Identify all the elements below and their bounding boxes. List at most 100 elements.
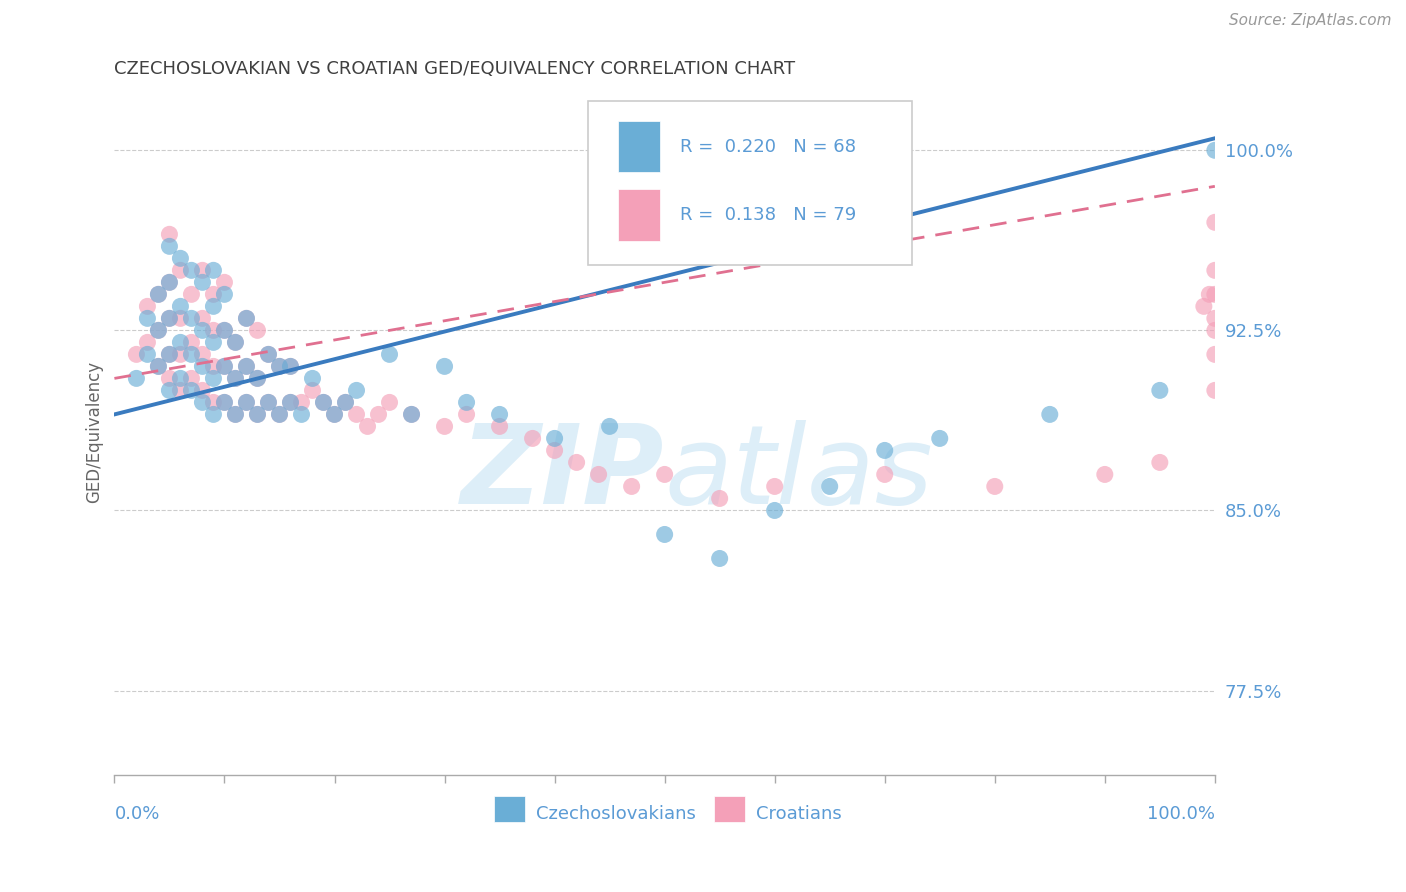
Point bbox=[202, 299, 225, 313]
Point bbox=[378, 347, 401, 361]
Point bbox=[599, 419, 621, 434]
Point bbox=[1149, 455, 1171, 469]
Point bbox=[301, 384, 323, 398]
Point bbox=[214, 359, 236, 374]
Point bbox=[169, 384, 191, 398]
Point bbox=[488, 419, 510, 434]
Point bbox=[224, 335, 246, 350]
Point bbox=[1094, 467, 1116, 482]
Point bbox=[214, 359, 236, 374]
Point bbox=[169, 311, 191, 326]
Point bbox=[280, 395, 302, 409]
Point bbox=[1149, 384, 1171, 398]
Point bbox=[269, 359, 291, 374]
Point bbox=[202, 395, 225, 409]
Point bbox=[1198, 287, 1220, 301]
Point bbox=[818, 479, 841, 493]
Point bbox=[224, 371, 246, 385]
Point bbox=[180, 347, 202, 361]
Point bbox=[257, 347, 280, 361]
Point bbox=[224, 335, 246, 350]
Point bbox=[565, 455, 588, 469]
Point bbox=[488, 408, 510, 422]
Point bbox=[235, 395, 257, 409]
Point bbox=[202, 287, 225, 301]
Point bbox=[148, 287, 170, 301]
Point bbox=[290, 395, 312, 409]
Point bbox=[654, 467, 676, 482]
Point bbox=[191, 323, 214, 337]
Point bbox=[159, 371, 181, 385]
Point bbox=[543, 432, 565, 446]
Point bbox=[1204, 263, 1226, 277]
Point bbox=[148, 359, 170, 374]
Point bbox=[356, 419, 378, 434]
Point bbox=[191, 347, 214, 361]
Point bbox=[202, 359, 225, 374]
Point bbox=[269, 359, 291, 374]
Point bbox=[191, 276, 214, 290]
Text: Czechoslovakians: Czechoslovakians bbox=[536, 805, 696, 823]
Point bbox=[280, 359, 302, 374]
Point bbox=[346, 384, 368, 398]
Point bbox=[125, 371, 148, 385]
Point bbox=[169, 252, 191, 266]
Point bbox=[378, 395, 401, 409]
Point bbox=[588, 467, 610, 482]
Point bbox=[246, 371, 269, 385]
Point bbox=[214, 323, 236, 337]
Y-axis label: GED/Equivalency: GED/Equivalency bbox=[86, 361, 103, 503]
Point bbox=[433, 419, 456, 434]
Point bbox=[257, 395, 280, 409]
Point bbox=[312, 395, 335, 409]
Text: CZECHOSLOVAKIAN VS CROATIAN GED/EQUIVALENCY CORRELATION CHART: CZECHOSLOVAKIAN VS CROATIAN GED/EQUIVALE… bbox=[114, 60, 796, 78]
Point bbox=[928, 432, 950, 446]
Text: Source: ZipAtlas.com: Source: ZipAtlas.com bbox=[1229, 13, 1392, 29]
FancyBboxPatch shape bbox=[714, 796, 745, 822]
Point bbox=[401, 408, 423, 422]
Point bbox=[433, 359, 456, 374]
Point bbox=[169, 371, 191, 385]
Point bbox=[301, 371, 323, 385]
Point bbox=[214, 287, 236, 301]
Point bbox=[323, 408, 346, 422]
Point bbox=[1204, 384, 1226, 398]
Point bbox=[202, 263, 225, 277]
Point bbox=[346, 408, 368, 422]
Point bbox=[169, 263, 191, 277]
Point bbox=[1204, 347, 1226, 361]
Point bbox=[159, 347, 181, 361]
Point bbox=[1204, 287, 1226, 301]
Point bbox=[763, 503, 786, 517]
Point bbox=[280, 395, 302, 409]
Point bbox=[191, 384, 214, 398]
FancyBboxPatch shape bbox=[619, 189, 661, 241]
Point bbox=[224, 408, 246, 422]
Point bbox=[214, 395, 236, 409]
Point bbox=[1192, 299, 1215, 313]
Point bbox=[159, 311, 181, 326]
Point bbox=[159, 384, 181, 398]
Point bbox=[280, 359, 302, 374]
Point bbox=[456, 408, 478, 422]
Point bbox=[543, 443, 565, 458]
Point bbox=[1204, 323, 1226, 337]
Point bbox=[312, 395, 335, 409]
Point bbox=[335, 395, 357, 409]
Point bbox=[1204, 143, 1226, 157]
Point bbox=[620, 479, 643, 493]
Text: ZIP: ZIP bbox=[461, 420, 665, 527]
Text: R =  0.138   N = 79: R = 0.138 N = 79 bbox=[681, 206, 856, 224]
Point bbox=[456, 395, 478, 409]
Point bbox=[654, 527, 676, 541]
Point bbox=[169, 335, 191, 350]
Point bbox=[224, 371, 246, 385]
Point bbox=[246, 371, 269, 385]
Point bbox=[191, 263, 214, 277]
Point bbox=[214, 276, 236, 290]
Point bbox=[709, 551, 731, 566]
Point bbox=[159, 347, 181, 361]
Point bbox=[202, 323, 225, 337]
Point bbox=[235, 359, 257, 374]
Point bbox=[148, 287, 170, 301]
